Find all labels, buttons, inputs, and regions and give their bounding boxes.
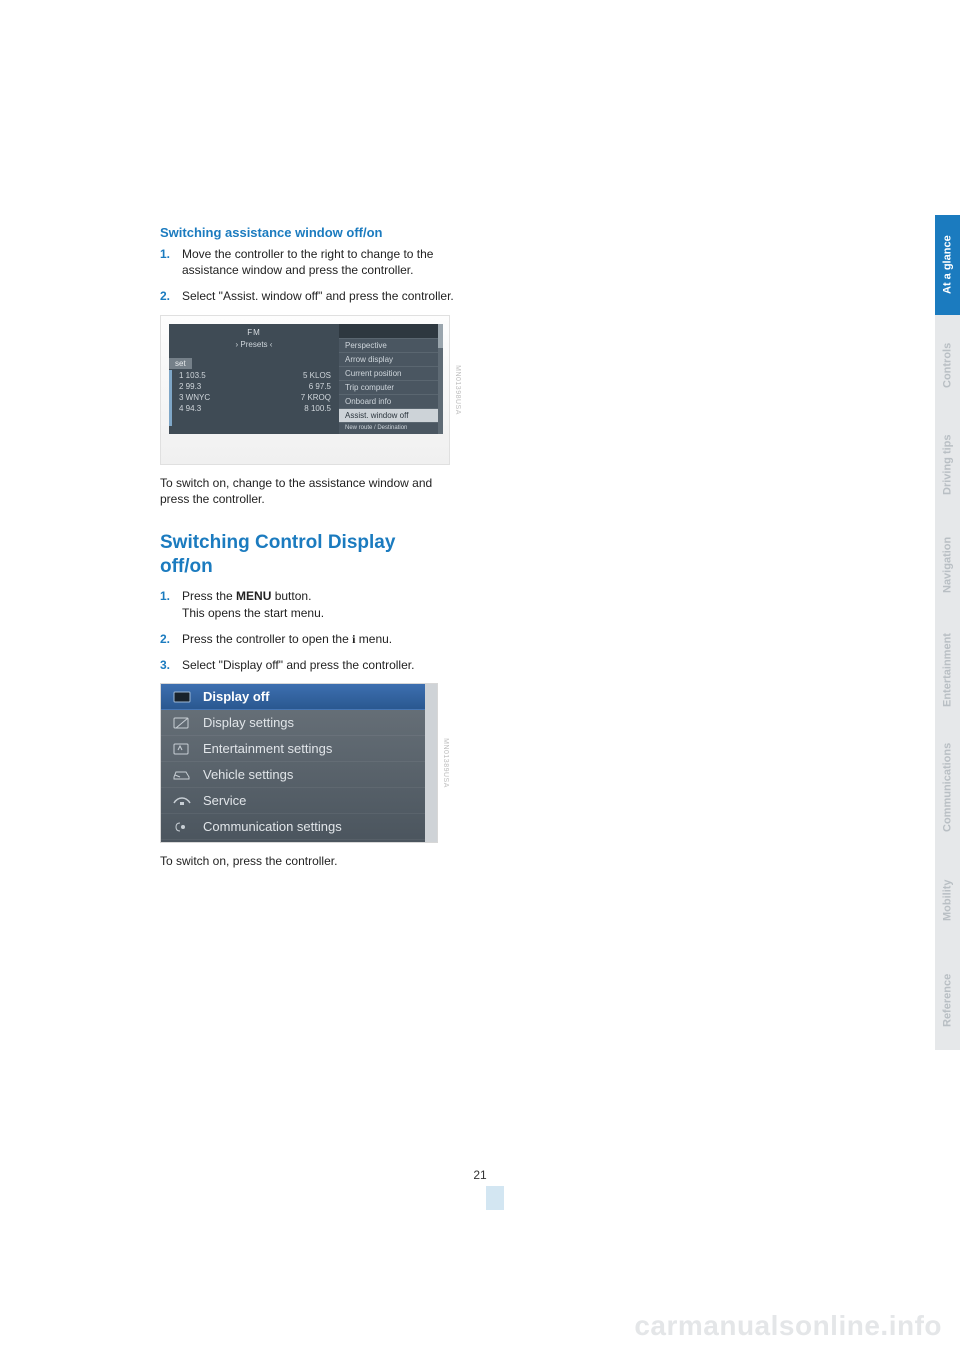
list-number: 1.	[160, 588, 182, 620]
figure-caption: MN01389USA	[442, 738, 449, 788]
fig2-row: Display settings	[161, 710, 425, 736]
section2-item-2: 2. Press the controller to open the i me…	[160, 631, 460, 647]
fig1-preset-row: 4 94.3 8 100.5	[175, 403, 335, 414]
preset-cell: 7 KROQ	[301, 393, 331, 402]
tab-navigation[interactable]: Navigation	[935, 515, 960, 615]
tab-mobility[interactable]: Mobility	[935, 850, 960, 950]
fig2-inner: Display off Display settings Entertainme…	[161, 684, 425, 842]
preset-cell: 8 100.5	[304, 404, 331, 413]
entertainment-icon	[171, 741, 193, 757]
fig2-scrollbar	[425, 684, 437, 842]
content-column: Switching assistance window off/on 1. Mo…	[160, 225, 460, 893]
fig1-top-label: FM	[169, 324, 339, 337]
section2-after-text: To switch on, press the controller.	[160, 853, 460, 869]
preset-cell: 2 99.3	[179, 382, 255, 391]
fig1-right-item: Trip computer	[339, 380, 443, 394]
list-text: Select "Assist. window off" and press th…	[182, 288, 460, 304]
fig1-right-item: Perspective	[339, 338, 443, 352]
fig1-set-label: set	[169, 358, 192, 369]
section1-item-2: 2. Select "Assist. window off" and press…	[160, 288, 460, 304]
tab-driving-tips[interactable]: Driving tips	[935, 415, 960, 515]
text-line2: This opens the start menu.	[182, 606, 324, 620]
text-part: Press the controller to open the	[182, 632, 349, 646]
fig2-row: Entertainment settings	[161, 736, 425, 762]
fig1-preset-grid: 1 103.55 KLOS 2 99.36 97.5 3 WNYC7 KROQ …	[175, 370, 335, 414]
page: Switching assistance window off/on 1. Mo…	[0, 0, 960, 1358]
tab-reference[interactable]: Reference	[935, 950, 960, 1050]
figure-radio-assist: MN01398USA FM › Presets ‹ set 1 103.55 K…	[160, 315, 450, 465]
fig2-row: Service	[161, 788, 425, 814]
communication-icon	[171, 819, 193, 835]
vehicle-icon	[171, 767, 193, 783]
list-text: Select "Display off" and press the contr…	[182, 657, 460, 673]
page-number-accent	[486, 1186, 504, 1210]
display-settings-icon	[171, 715, 193, 731]
fig1-preset-row: 2 99.3 6 97.5	[175, 381, 335, 392]
figure-caption: MN01398USA	[454, 365, 461, 415]
fig1-preset-row: 1 103.5 5 KLOS	[175, 370, 335, 381]
fig1-presets-label: › Presets ‹	[169, 340, 339, 349]
fig2-row-selected: Display off	[161, 684, 425, 710]
fig1-right-item: Current position	[339, 366, 443, 380]
menu-button-label: MENU	[236, 589, 271, 603]
fig1-right-top	[339, 324, 443, 338]
fig1-screen: FM › Presets ‹ set 1 103.5 5 KLOS 2 99.3 6…	[169, 324, 443, 434]
fig2-row-label: Vehicle settings	[203, 767, 293, 782]
preset-cell: 4 94.3	[179, 404, 255, 413]
figure-settings-menu: MN01389USA Display off Display settings …	[160, 683, 438, 843]
section1-heading: Switching assistance window off/on	[160, 225, 460, 240]
list-number: 1.	[160, 246, 182, 278]
watermark: carmanualsonline.info	[634, 1310, 942, 1342]
preset-cell: 1 103.5	[179, 371, 255, 380]
tab-at-a-glance[interactable]: At a glance	[935, 215, 960, 315]
fig2-row: Communication settings	[161, 814, 425, 840]
fig1-right-item: Onboard info	[339, 394, 443, 408]
section2-heading-l2: off/on	[160, 556, 213, 577]
preset-cell: 5 KLOS	[303, 371, 331, 380]
side-tabs: At a glance Controls Driving tips Naviga…	[935, 215, 960, 1050]
fig1-left-panel: FM › Presets ‹ set 1 103.5 5 KLOS 2 99.3 6…	[169, 324, 339, 434]
list-number: 2.	[160, 631, 182, 647]
section2-item-1: 1. Press the MENU button. This opens the…	[160, 588, 460, 620]
section1-item-1: 1. Move the controller to the right to c…	[160, 246, 460, 278]
preset-cell: 6 97.5	[309, 382, 331, 391]
section2-heading: Switching Control Display off/on	[160, 531, 460, 579]
tab-controls[interactable]: Controls	[935, 315, 960, 415]
section2-item-3: 3. Select "Display off" and press the co…	[160, 657, 460, 673]
fig1-right-item-selected: Assist. window off	[339, 408, 443, 422]
tab-entertainment[interactable]: Entertainment	[935, 615, 960, 725]
section2-heading-l1: Switching Control Display	[160, 532, 395, 553]
fig1-right-panel: Perspective Arrow display Current positi…	[339, 324, 443, 434]
fig2-row-label: Communication settings	[203, 819, 342, 834]
fig1-right-item: Arrow display	[339, 352, 443, 366]
list-number: 3.	[160, 657, 182, 673]
fig2-row: Vehicle settings	[161, 762, 425, 788]
fig1-preset-row: 3 WNYC 7 KROQ	[175, 392, 335, 403]
text-prefix: Press the	[182, 589, 236, 603]
list-number: 2.	[160, 288, 182, 304]
list-text: Press the MENU button. This opens the st…	[182, 588, 460, 620]
section1-after-text: To switch on, change to the assistance w…	[160, 475, 460, 507]
preset-cell: 3 WNYC	[179, 393, 255, 402]
fig1-scrollbar	[438, 324, 443, 434]
list-text: Press the controller to open the i menu.	[182, 631, 460, 647]
tab-communications[interactable]: Communications	[935, 725, 960, 850]
display-icon	[171, 689, 193, 705]
page-number: 21	[473, 1168, 486, 1182]
text-suffix: button.	[271, 589, 311, 603]
fig1-accent-bar	[169, 370, 172, 426]
text-suffix: menu.	[355, 632, 392, 646]
fig2-row-label: Entertainment settings	[203, 741, 332, 756]
fig1-right-item: New route / Destination	[339, 422, 443, 433]
service-icon	[171, 793, 193, 809]
list-text: Move the controller to the right to chan…	[182, 246, 460, 278]
fig2-row-label: Service	[203, 793, 246, 808]
fig2-row-label: Display settings	[203, 715, 294, 730]
fig2-row-label: Display off	[203, 689, 269, 704]
